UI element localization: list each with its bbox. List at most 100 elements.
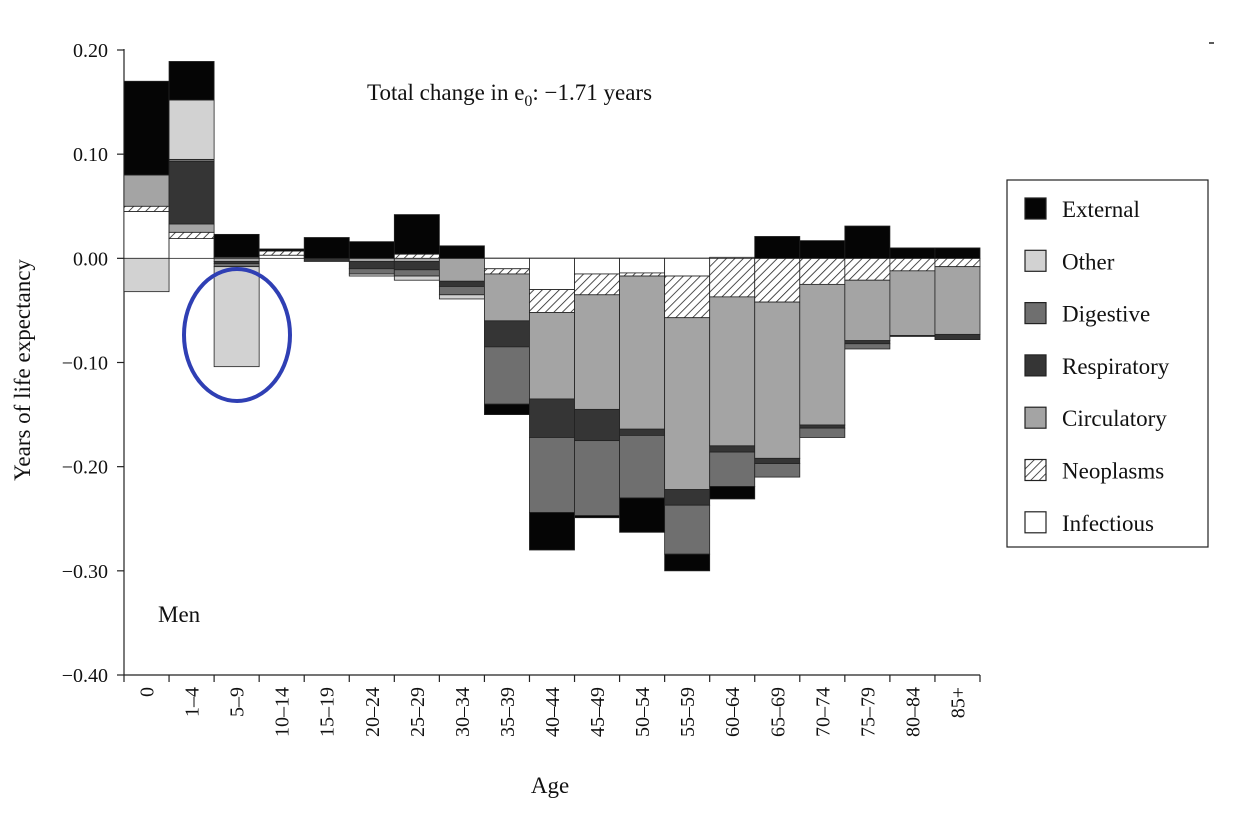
bar-60-64-respiratory (709, 445, 756, 453)
annotation: Total change in e0: −1.71 years (367, 80, 652, 110)
bar-5-9-circulatory (213, 257, 260, 262)
legend-label-infectious: Infectious (1062, 511, 1154, 536)
legend-label-circulatory: Circulatory (1062, 406, 1167, 431)
bar-20-24-circulatory (348, 257, 395, 262)
x-tick-label-60-64: 60–64 (722, 687, 744, 737)
bar-30-34-respiratory (438, 280, 485, 287)
x-tick-label-55-59: 55–59 (677, 687, 699, 737)
x-tick-label-75-79: 75–79 (857, 687, 879, 737)
bar-1-4-infectious (168, 238, 215, 259)
y-tick-label: 0.20 (73, 40, 108, 62)
bar-5-9-other (213, 266, 260, 368)
bar-55-59-digestive (664, 504, 711, 555)
bar-20-24-respiratory (348, 261, 395, 270)
x-tick-label-5-9: 5–9 (227, 687, 249, 717)
legend-swatch-respiratory (1024, 354, 1047, 377)
bar-35-39-external (484, 403, 530, 415)
bar-45-49-neoplasms (574, 273, 620, 296)
bars (123, 61, 981, 572)
panel-label: Men (158, 602, 201, 627)
bar-25-29-digestive (393, 269, 440, 277)
bar-20-24-digestive (348, 268, 395, 275)
x-tick-label-80-84: 80–84 (902, 687, 924, 737)
bar-45-49-infectious (574, 257, 620, 275)
bar-10-14-infectious (258, 254, 305, 259)
x-tick-label-45-49: 45–49 (587, 687, 609, 737)
legend-label-other: Other (1062, 249, 1115, 274)
legend-swatch-infectious (1024, 511, 1047, 534)
bar-70-74-external (799, 240, 846, 259)
bar-30-34-circulatory (438, 257, 485, 282)
annotation-text: Total change in e (367, 80, 524, 105)
x-tick-label-35-39: 35–39 (497, 687, 519, 737)
bar-45-49-external (574, 515, 620, 519)
bar-45-49-circulatory (574, 294, 620, 410)
bar-30-34-other (438, 294, 485, 300)
x-tick-label-20-24: 20–24 (362, 687, 384, 737)
legend-swatch-other (1024, 249, 1047, 272)
x-tick-label-50-54: 50–54 (632, 687, 654, 737)
bar-15-19-external (303, 237, 350, 259)
bar-65-69-digestive (754, 463, 801, 478)
legend-label-external: External (1062, 197, 1140, 222)
bar-75-79-neoplasms (844, 257, 891, 281)
bar-65-69-circulatory (754, 301, 801, 459)
bar-60-64-digestive (709, 451, 756, 487)
bar-45-49-digestive (574, 440, 620, 517)
bar-35-39-digestive (484, 346, 530, 405)
bar-25-29-circulatory (393, 257, 440, 262)
y-tick-label: 0.10 (73, 144, 108, 166)
bar-5-9-digestive (213, 263, 260, 268)
legend-label-neoplasms: Neoplasms (1062, 459, 1164, 484)
bar-30-34-external (438, 245, 485, 259)
bar-60-64-external (709, 486, 756, 500)
bar-50-54-circulatory (619, 275, 666, 430)
y-tick-label: −0.20 (62, 457, 108, 479)
bar-70-74-digestive (799, 427, 846, 438)
x-tick-label-15-19: 15–19 (317, 687, 339, 737)
bar-85-respiratory (934, 333, 981, 340)
bar-40-44-external (529, 512, 575, 551)
bar-55-59-external (664, 553, 711, 572)
legend-swatch-digestive (1024, 302, 1047, 325)
bar-65-69-external (754, 236, 801, 259)
bar-50-54-infectious (619, 257, 666, 274)
bar-10-14-external (258, 248, 305, 252)
bar-35-39-neoplasms (484, 268, 530, 275)
bar-75-79-digestive (844, 343, 891, 350)
bar-75-79-external (844, 225, 891, 259)
bar-25-29-respiratory (393, 261, 440, 271)
annotation-value: : −1.71 years (532, 80, 652, 105)
bar-85-neoplasms (934, 257, 981, 268)
bar-35-39-circulatory (484, 273, 530, 322)
legend-swatch-neoplasms (1024, 458, 1047, 482)
bar-55-59-respiratory (664, 489, 711, 506)
bar-50-54-neoplasms (619, 272, 666, 277)
bar-85-circulatory (934, 266, 981, 335)
bar-55-59-infectious (664, 257, 711, 277)
y-tick-label: −0.10 (62, 353, 108, 375)
bar-1-4-circulatory (168, 223, 215, 233)
bar-30-34-digestive (438, 286, 485, 296)
x-tick-label-1-4: 1–4 (182, 687, 204, 717)
bar-20-24-external (348, 241, 395, 259)
bar-75-79-respiratory (844, 340, 891, 345)
bar-70-74-neoplasms (799, 257, 846, 285)
bar-15-19-respiratory (303, 257, 350, 262)
y-tick-label: −0.30 (62, 561, 108, 583)
bar-75-79-circulatory (844, 279, 891, 342)
bar-70-74-circulatory (799, 283, 846, 426)
bar-70-74-respiratory (799, 424, 846, 429)
annotation-subscript: 0 (524, 93, 532, 110)
bar-80-84-external (889, 247, 936, 259)
bar-1-4-external (168, 61, 215, 101)
bar-25-29-external (393, 214, 440, 255)
x-axis-ticks: 0 1–4 5–9 10–14 15–19 20–24 25–29 30–34 35–39 40–… (123, 675, 981, 737)
bar-85-external (934, 247, 981, 259)
bar-0-infectious (123, 211, 170, 259)
x-tick-label-85: 85+ (947, 687, 969, 718)
bar-25-29-neoplasms (393, 253, 440, 259)
bar-40-44-digestive (529, 437, 575, 513)
y-axis-ticks: 0.20 0.10 0.00 −0.10 −0.20 −0.30 −0.40 (62, 40, 124, 687)
